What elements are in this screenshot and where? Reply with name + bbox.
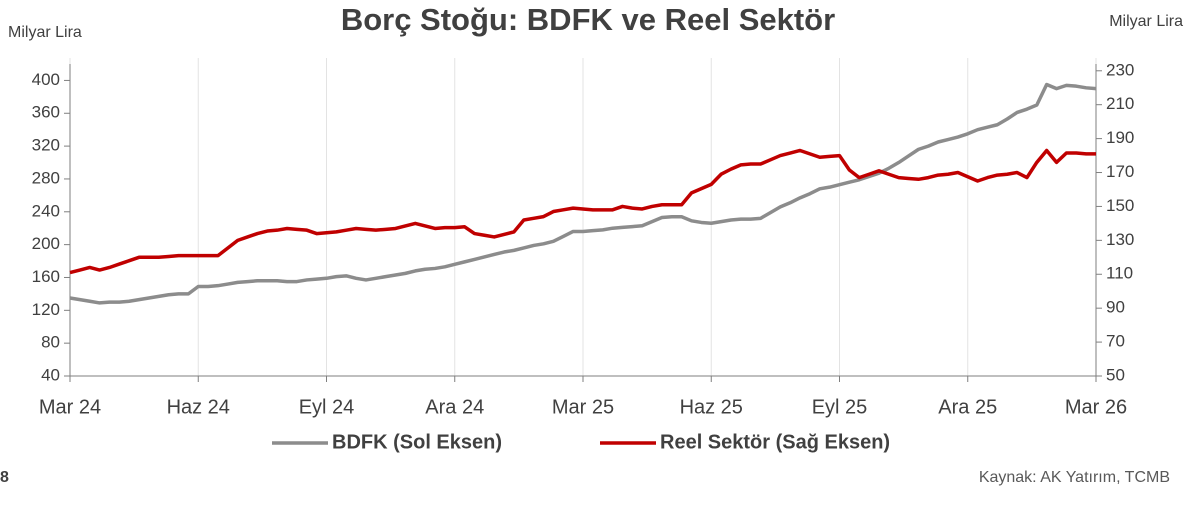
y-tick-label: 120: [32, 300, 60, 319]
x-tick-label: Eyl 24: [299, 396, 355, 418]
y-tick-label: 40: [41, 365, 60, 384]
y2-tick-label: 50: [1106, 365, 1125, 384]
y2-tick-label: 90: [1106, 298, 1125, 317]
y-tick-label: 200: [32, 234, 60, 253]
x-tick-label: Ara 25: [938, 396, 997, 418]
y2-tick-label: 210: [1106, 94, 1134, 113]
legend-label: BDFK (Sol Eksen): [332, 431, 502, 453]
y2-tick-label: 110: [1106, 264, 1133, 283]
y-axis-label: Milyar Lira: [8, 24, 82, 41]
y-tick-label: 240: [32, 201, 60, 220]
line-series: [69, 148, 1096, 275]
page-number: 8: [0, 469, 9, 486]
x-tick-label: Mar 24: [39, 396, 101, 418]
x-tick-label: Mar 26: [1065, 396, 1127, 418]
x-tick-label: Mar 25: [552, 396, 614, 418]
chart-title: Borç Stoğu: BDFK ve Reel Sektör: [341, 2, 835, 37]
y2-tick-label: 230: [1106, 60, 1134, 79]
x-tick-label: Haz 25: [680, 396, 743, 418]
y2-tick-label: 130: [1106, 230, 1134, 249]
y2-tick-label: 70: [1106, 332, 1125, 351]
source: Kaynak: AK Yatırım, TCMB: [979, 469, 1170, 486]
x-tick-label: Ara 24: [425, 396, 484, 418]
line-series: [69, 82, 1097, 305]
y-tick-label: 280: [32, 168, 60, 187]
y2-tick-label: 150: [1106, 196, 1134, 215]
y2-axis-label: Milyar Lira: [1109, 13, 1183, 30]
x-tick-label: Eyl 25: [812, 396, 868, 418]
y-tick-label: 80: [41, 333, 60, 352]
y-tick-label: 400: [32, 70, 60, 89]
legend-label: Reel Sektör (Sağ Eksen): [660, 431, 890, 453]
y2-tick-label: 170: [1106, 162, 1134, 181]
x-tick-label: Haz 24: [167, 396, 230, 418]
y-tick-label: 360: [32, 103, 60, 122]
y2-tick-label: 190: [1106, 128, 1134, 147]
y-tick-label: 160: [32, 267, 60, 286]
y-tick-label: 320: [32, 136, 60, 155]
